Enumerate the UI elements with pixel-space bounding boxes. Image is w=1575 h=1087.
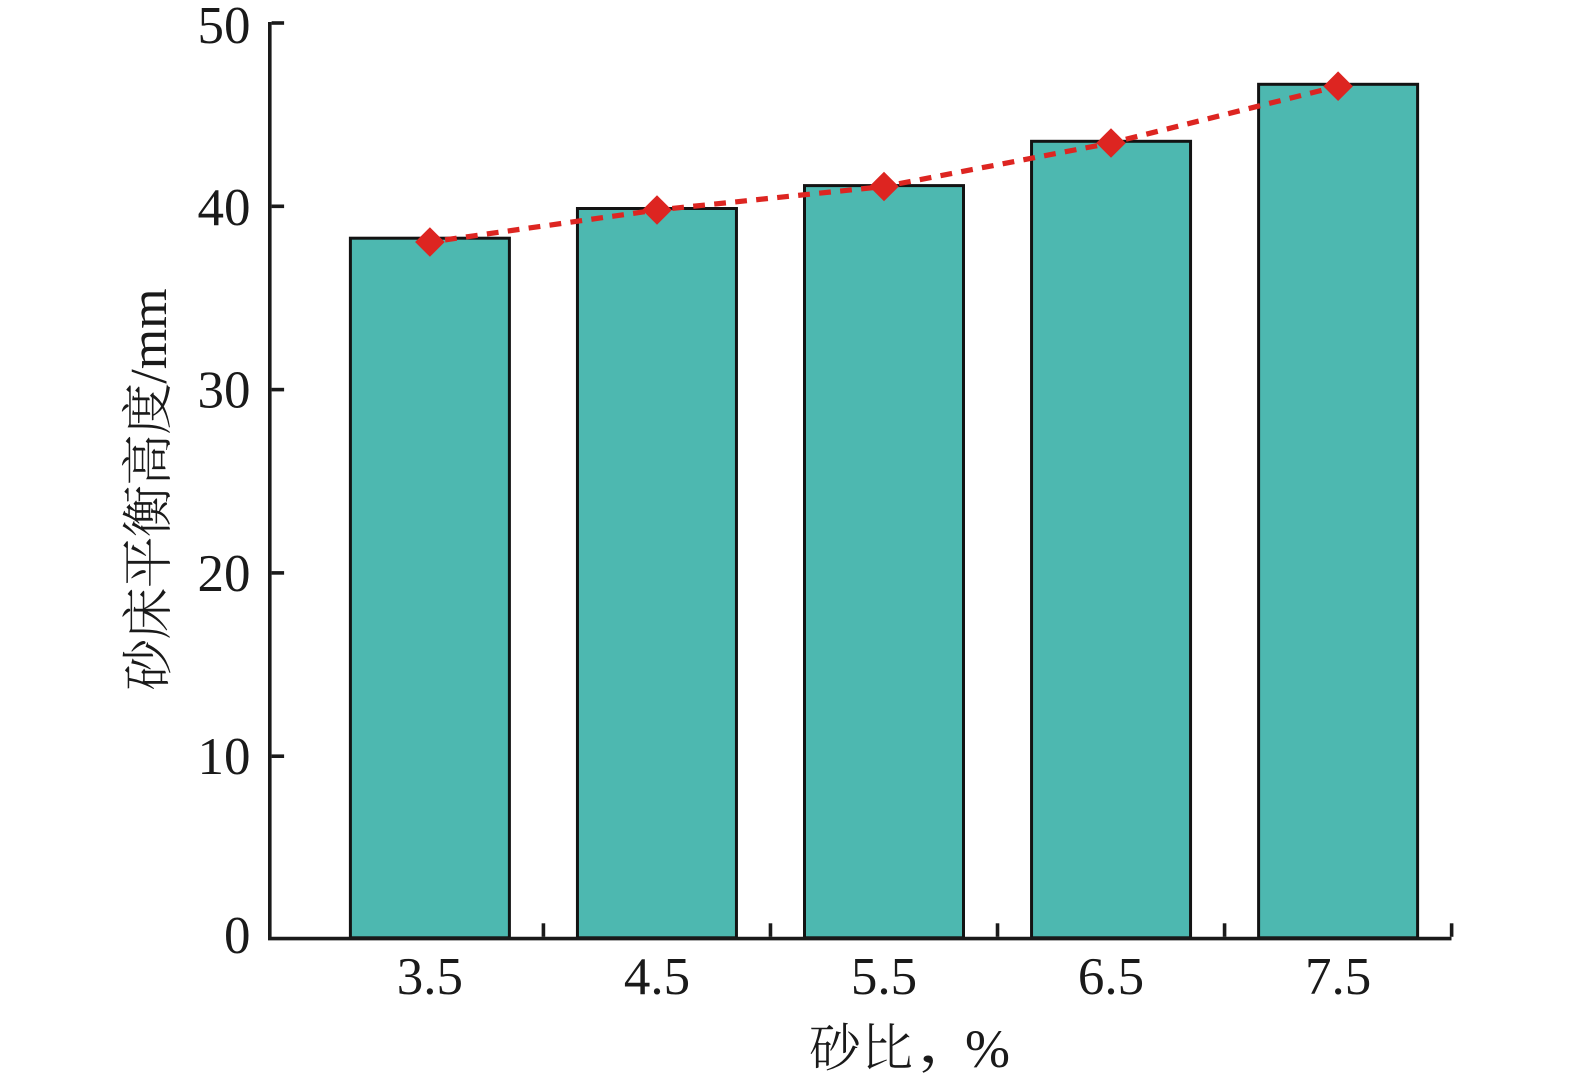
- svg-text:10: 10: [198, 728, 251, 786]
- svg-text:%: %: [965, 1019, 1010, 1079]
- svg-text:20: 20: [198, 545, 251, 603]
- svg-text:40: 40: [198, 179, 251, 237]
- svg-text:3.5: 3.5: [397, 948, 463, 1006]
- svg-text:7.5: 7.5: [1305, 948, 1371, 1006]
- svg-text:30: 30: [198, 362, 251, 420]
- svg-text:6.5: 6.5: [1078, 948, 1144, 1006]
- svg-text:50: 50: [198, 0, 251, 55]
- svg-text:0: 0: [224, 907, 251, 965]
- svg-text:5.5: 5.5: [851, 948, 917, 1006]
- svg-text:/mm: /mm: [121, 288, 178, 383]
- svg-text:4.5: 4.5: [624, 948, 690, 1006]
